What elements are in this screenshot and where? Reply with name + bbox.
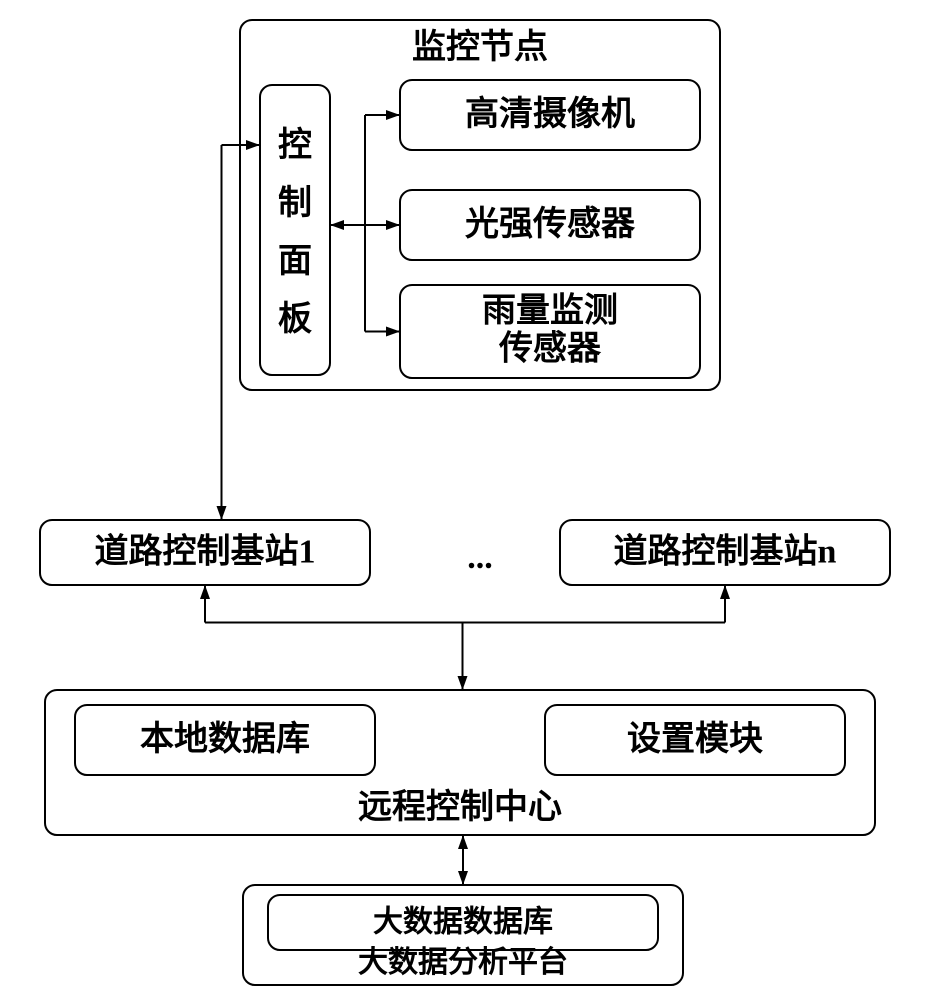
- settings-module-label: 设置模块: [627, 720, 763, 758]
- hd-camera-label: 高清摄像机: [465, 95, 635, 133]
- control-panel-char-3: 板: [278, 300, 312, 338]
- big-data-platform-title: 大数据分析平台: [358, 945, 568, 979]
- big-data-db-label: 大数据数据库: [373, 905, 553, 938]
- local-db-label: 本地数据库: [140, 720, 310, 758]
- monitor-node-title: 监控节点: [412, 28, 548, 66]
- base-station-1-label: 道路控制基站1: [95, 532, 316, 570]
- arrow-head: [217, 506, 227, 520]
- arrow-head: [458, 871, 468, 885]
- light-sensor-label: 光强传感器: [465, 205, 636, 243]
- arrow-head: [720, 585, 730, 599]
- remote-center-title: 远程控制中心: [358, 788, 562, 826]
- control-panel-char-2: 面: [278, 243, 312, 280]
- rain-sensor-l1: 雨量监测: [482, 291, 618, 329]
- rain-sensor-l2: 传感器: [498, 329, 602, 367]
- control-panel-char-0: 控: [278, 126, 312, 164]
- system-diagram: 监控节点控制面板 高清摄像机光强传感器雨量监测传感器道路控制基站1 道路控制基站n.…: [0, 0, 925, 1000]
- control-panel-char-1: 制: [278, 184, 312, 222]
- arrow-head: [458, 835, 468, 849]
- base-station-n-label: 道路控制基站n: [614, 532, 837, 570]
- ellipsis-label: ...: [467, 539, 493, 576]
- arrow-head: [458, 676, 468, 690]
- arrow-head: [200, 585, 210, 599]
